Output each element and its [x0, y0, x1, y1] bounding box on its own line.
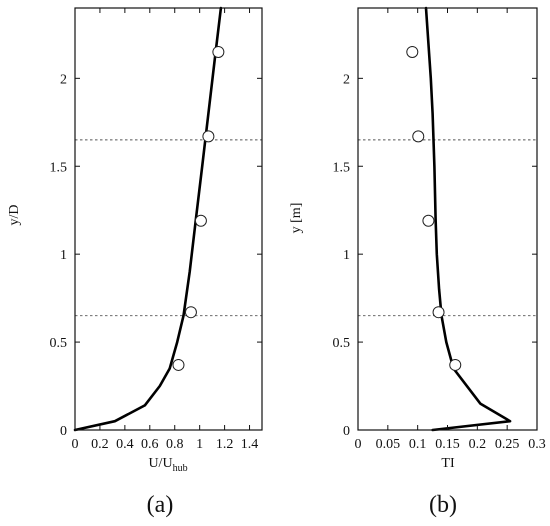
panel-a-label: (a) — [147, 492, 174, 518]
panel-a-x-tick-label-5: 1 — [196, 437, 203, 452]
panel-b-x-tick-label-4: 0.2 — [469, 437, 487, 452]
panel-b-chart: 0 0.05 0.1 0.15 0.2 0.25 0.3 0 0.5 1 1.5 2 y [m] TI… — [289, 6, 546, 518]
panel-a-x-tick-label-2: 0.4 — [116, 437, 134, 452]
panel-b-y-axis-label: y [m] — [289, 203, 304, 234]
panel-b-y-tick-label-0: 0 — [343, 424, 350, 439]
panel-b-plot-frame — [357, 7, 538, 431]
panel-a-y-axis-label: y/D — [7, 205, 22, 226]
panel-b-x-tick-label-2: 0.1 — [409, 437, 427, 452]
panel-a-data-point-0 — [172, 358, 185, 371]
panel-a-y-tick-label-2: 1 — [60, 248, 67, 263]
panel-a-chart: 0 0.2 0.4 0.6 0.8 1 1.2 1.4 0 0.5 1 1.5 2 y/D U/Uhub… — [7, 6, 263, 518]
panel-b-y-tick-label-2: 1 — [343, 248, 350, 263]
panel-a-x-tick-label-1: 0.2 — [91, 437, 109, 452]
panel-b-x-axis-label: TI — [441, 456, 455, 471]
panel-b-data-point-1 — [432, 306, 445, 319]
panel-b-reference-lines — [358, 139, 537, 317]
panel-a-y-tick-label-1: 0.5 — [50, 336, 68, 351]
panel-b-profile-line — [424, 6, 512, 432]
panel-a-x-tick-label-6: 1.2 — [216, 437, 234, 452]
panel-b-data-point-4 — [406, 45, 419, 58]
panel-a-series — [73, 6, 225, 432]
panel-a-x-tick-label-0: 0 — [72, 437, 79, 452]
panel-a-profile-line — [73, 6, 223, 432]
panel-a-y-tick-label-0: 0 — [60, 424, 67, 439]
panel-a-data-point-2 — [194, 214, 207, 227]
panel-b-y-tick-label-3: 1.5 — [333, 160, 351, 175]
panel-a-y-tick-label-4: 2 — [60, 72, 67, 87]
panel-b-x-tick-label-6: 0.3 — [528, 437, 546, 452]
panel-b-data-point-3 — [412, 130, 425, 143]
panel-b-x-tick-label-5: 0.25 — [495, 437, 520, 452]
panel-a-reference-lines — [75, 139, 262, 317]
panel-a-x-tick-label-3: 0.6 — [141, 437, 159, 452]
panel-a-x-axis-label-main: U/U — [148, 456, 172, 471]
panel-b-x-axis-label-main: TI — [441, 456, 455, 471]
panel-a-x-axis-label-subscript: hub — [173, 463, 188, 474]
panel-b-ticks: 0 0.05 0.1 0.15 0.2 0.25 0.3 0 0.5 1 1.5 2 — [333, 8, 546, 452]
panel-b-data-point-0 — [449, 358, 462, 371]
panel-a-x-tick-label-7: 1.4 — [241, 437, 259, 452]
panel-b-series — [406, 6, 512, 432]
panel-a-data-point-4 — [212, 45, 225, 58]
panel-b-x-tick-label-3: 0.15 — [435, 437, 460, 452]
panel-a-data-point-3 — [202, 130, 215, 143]
panel-b-label: (b) — [429, 492, 457, 518]
panel-a-ticks: 0 0.2 0.4 0.6 0.8 1 1.2 1.4 0 0.5 1 1.5 2 — [50, 8, 262, 452]
panel-a-x-tick-label-4: 0.8 — [166, 437, 184, 452]
panel-b-x-tick-label-1: 0.05 — [376, 437, 401, 452]
panel-a-y-tick-label-3: 1.5 — [50, 160, 68, 175]
panel-b-data-point-2 — [422, 214, 435, 227]
panel-a-data-point-1 — [184, 306, 197, 319]
panel-a-plot-frame — [74, 7, 263, 431]
panel-b-y-tick-label-1: 0.5 — [333, 336, 351, 351]
panel-b-y-tick-label-4: 2 — [343, 72, 350, 87]
panel-b-x-tick-label-0: 0 — [355, 437, 362, 452]
panel-a-x-axis-label: U/Uhub — [148, 456, 187, 474]
